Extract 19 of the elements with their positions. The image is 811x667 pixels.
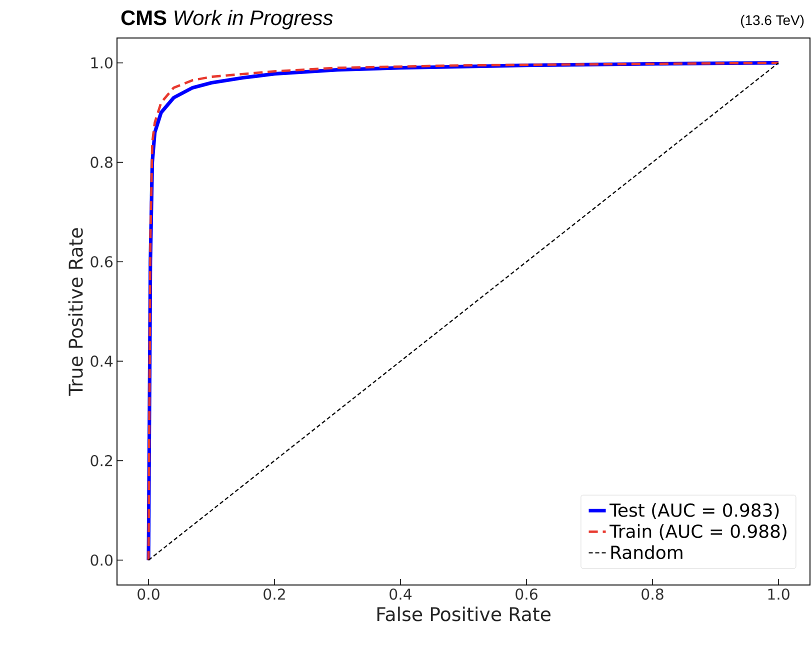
y-tick-label: 0.6 <box>90 256 113 268</box>
x-axis-title: False Positive Rate <box>377 606 550 622</box>
x-tick-label: 0.4 <box>390 588 412 600</box>
chart-title: CMS Work in Progress <box>121 10 333 30</box>
y-axis-title: True Positive Rate <box>68 228 83 396</box>
x-tick-label: 0.6 <box>516 588 538 600</box>
y-tick-label: 0.4 <box>90 356 113 367</box>
x-tick-label: 0.0 <box>138 588 160 600</box>
legend-label: Train (AUC = 0.988) <box>610 524 786 540</box>
y-tick-label: 0.0 <box>90 554 112 566</box>
y-tick-label: 0.8 <box>90 156 112 168</box>
x-tick-label: 1.0 <box>768 588 790 600</box>
y-tick-label: 1.0 <box>91 57 112 69</box>
x-tick-label: 0.8 <box>642 588 664 600</box>
chart-subtitle: (13.6 TeV) <box>741 14 804 28</box>
y-tick-label: 0.2 <box>90 455 112 466</box>
legend-label: Random <box>611 545 682 560</box>
legend-label: Test (AUC = 0.983) <box>610 503 779 520</box>
x-tick-label: 0.2 <box>264 588 285 600</box>
